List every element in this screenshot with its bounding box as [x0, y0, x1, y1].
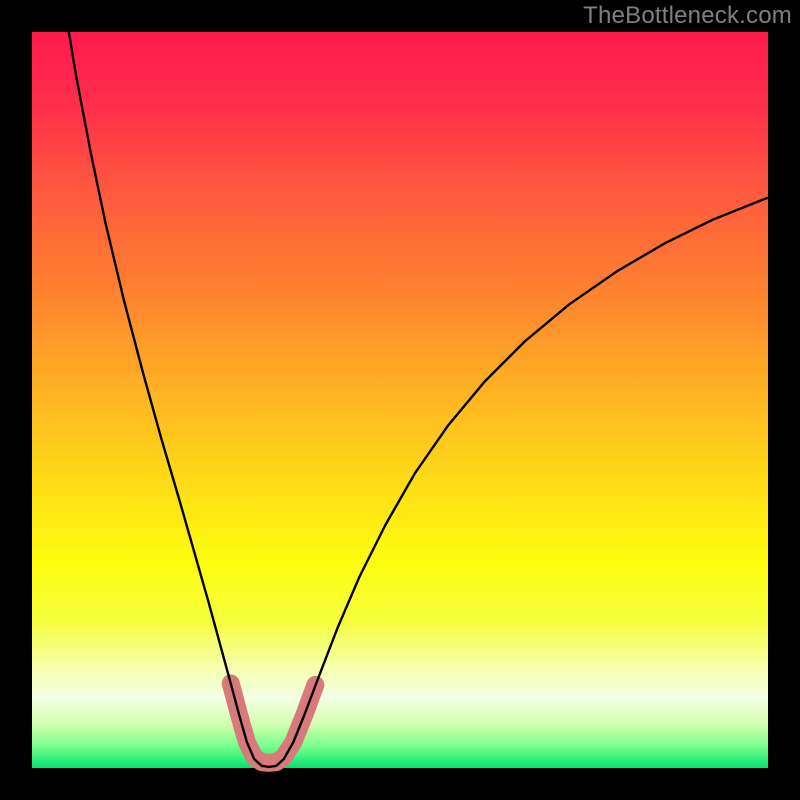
chart-plot-background	[32, 32, 768, 768]
bottleneck-chart	[0, 0, 800, 800]
watermark-text: TheBottleneck.com	[583, 2, 792, 30]
